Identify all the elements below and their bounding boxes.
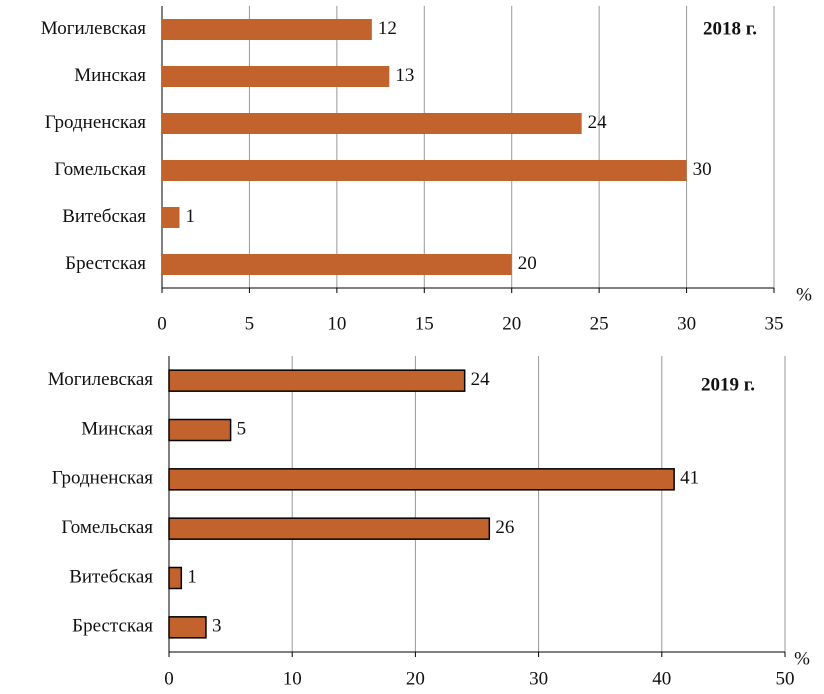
y-tick-label: Брестская [72,616,153,637]
bar [168,418,232,442]
y-tick-label: Гродненская [45,112,146,133]
data-label: 12 [378,18,397,39]
chart-title: 2019 г. [701,374,755,395]
data-label: 13 [395,65,414,86]
data-label: 30 [693,159,712,180]
x-tick-label: 10 [283,668,302,689]
bar [162,254,512,275]
data-label: 1 [187,566,197,587]
data-label: 24 [471,369,491,390]
y-tick-label: Могилевская [41,18,146,39]
y-tick-label: Гомельская [54,159,146,180]
x-tick-label: 30 [529,668,548,689]
bar [168,369,466,392]
bar [168,517,491,540]
data-label: 20 [518,253,537,274]
data-label: 1 [185,206,195,227]
y-tick-label: Витебская [69,566,153,587]
x-tick-label: 30 [677,313,696,334]
bar [168,468,675,491]
bar [168,616,207,639]
x-axis-label: % [796,284,812,305]
x-tick-label: 40 [652,668,671,689]
y-tick-label: Брестская [65,253,146,274]
x-tick-label: 10 [327,313,346,334]
data-label: 24 [588,112,608,133]
x-tick-label: 0 [164,668,174,689]
bar [162,66,390,87]
x-tick-label: 20 [502,313,521,334]
y-tick-label: Минская [81,418,153,439]
bar [162,113,582,134]
data-label: 26 [495,517,514,538]
y-tick-label: Гродненская [52,468,153,489]
data-label: 41 [680,468,699,489]
bar [162,207,180,228]
x-tick-label: 5 [245,313,255,334]
bar [168,566,183,590]
x-tick-label: 35 [765,313,784,334]
x-tick-label: 50 [776,668,795,689]
x-tick-label: 15 [415,313,434,334]
chart-title: 2018 г. [703,18,757,39]
y-tick-label: Витебская [62,206,146,227]
bar [162,160,687,181]
data-label: 3 [212,616,222,637]
data-label: 5 [237,418,247,439]
x-tick-label: 0 [157,313,167,334]
x-tick-label: 20 [406,668,425,689]
y-tick-label: Минская [74,65,146,86]
y-tick-label: Гомельская [61,517,153,538]
y-tick-label: Могилевская [48,369,153,390]
x-tick-label: 25 [590,313,609,334]
bar [162,19,372,40]
x-axis-label: % [794,648,810,669]
